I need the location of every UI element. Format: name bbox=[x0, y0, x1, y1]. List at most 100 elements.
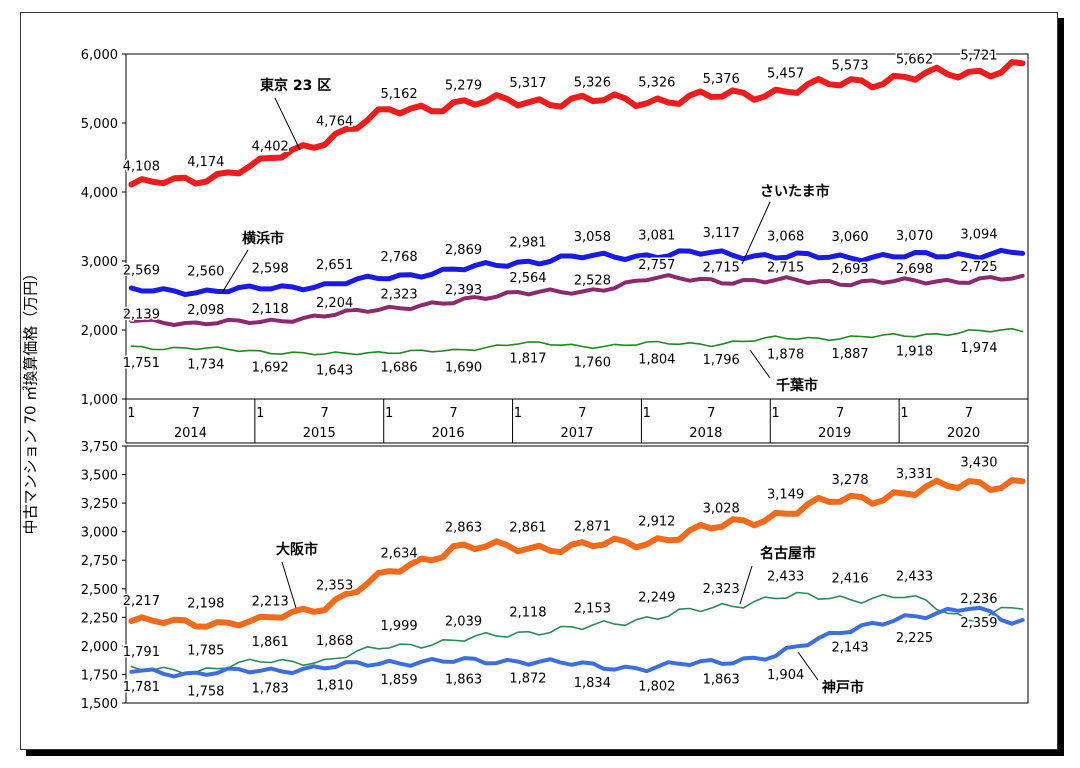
data-label: 5,721 bbox=[960, 48, 997, 63]
data-label: 2,693 bbox=[831, 262, 868, 277]
data-label: 2,217 bbox=[123, 594, 160, 609]
data-label: 2,869 bbox=[445, 243, 482, 258]
data-label: 3,149 bbox=[767, 488, 804, 503]
data-label: 3,070 bbox=[896, 229, 933, 244]
series-leader-line bbox=[739, 565, 753, 605]
data-label: 2,863 bbox=[445, 520, 482, 535]
plot-area-top bbox=[125, 53, 1029, 400]
data-label: 5,573 bbox=[831, 58, 868, 73]
data-label: 2,353 bbox=[316, 579, 353, 594]
data-label: 2,118 bbox=[252, 302, 289, 317]
data-label: 1,904 bbox=[767, 668, 804, 683]
data-label: 5,279 bbox=[445, 79, 482, 94]
data-label: 4,402 bbox=[252, 139, 289, 154]
data-label: 3,068 bbox=[767, 229, 804, 244]
data-label: 1,785 bbox=[187, 643, 224, 658]
data-label: 1,810 bbox=[316, 679, 353, 694]
series-name-label: 神戸市 bbox=[822, 679, 864, 696]
data-label: 1,796 bbox=[703, 353, 740, 368]
data-label: 1,887 bbox=[831, 347, 868, 362]
data-label: 1,863 bbox=[445, 673, 482, 688]
year-label: 2018 bbox=[689, 426, 722, 441]
data-label: 4,108 bbox=[123, 160, 160, 175]
month-tick-label: 1 bbox=[772, 406, 780, 421]
data-label: 1,802 bbox=[638, 680, 675, 695]
data-label: 1,643 bbox=[316, 364, 353, 379]
data-label: 3,060 bbox=[831, 230, 868, 245]
data-label: 2,198 bbox=[187, 596, 224, 611]
series-leader-line bbox=[281, 561, 297, 609]
year-label: 2016 bbox=[432, 426, 465, 441]
data-label: 1,868 bbox=[316, 634, 353, 649]
series-leader-line bbox=[274, 97, 301, 151]
data-label: 2,236 bbox=[960, 592, 997, 607]
data-label: 2,139 bbox=[123, 307, 160, 322]
series-top-2-line bbox=[129, 273, 1025, 327]
y-tick-label: 3,750 bbox=[81, 440, 118, 455]
data-label: 1,999 bbox=[380, 619, 417, 634]
y-tick-label: 5,000 bbox=[81, 117, 118, 132]
series-leader-line bbox=[741, 201, 771, 265]
y-tick-label: 1,000 bbox=[81, 393, 118, 408]
data-label: 2,981 bbox=[509, 235, 546, 250]
y-tick-label: 2,000 bbox=[81, 324, 118, 339]
data-label: 1,834 bbox=[574, 676, 611, 691]
y-tick-label: 1,750 bbox=[81, 668, 118, 683]
data-label: 2,725 bbox=[960, 260, 997, 275]
data-label: 5,376 bbox=[703, 72, 740, 87]
data-label: 3,117 bbox=[703, 226, 740, 241]
y-tick-label: 4,000 bbox=[81, 186, 118, 201]
data-label: 2,225 bbox=[896, 631, 933, 646]
y-tick-label: 2,000 bbox=[81, 640, 118, 655]
month-tick-label: 1 bbox=[643, 406, 651, 421]
year-label: 2017 bbox=[560, 426, 593, 441]
data-label: 1,863 bbox=[703, 673, 740, 688]
data-label: 1,751 bbox=[123, 356, 160, 371]
y-tick-label: 3,250 bbox=[81, 497, 118, 512]
data-label: 2,564 bbox=[509, 271, 546, 286]
data-label: 1,692 bbox=[252, 360, 289, 375]
data-label: 1,859 bbox=[380, 673, 417, 688]
month-tick-label: 1 bbox=[900, 406, 908, 421]
data-label: 2,323 bbox=[703, 582, 740, 597]
data-label: 2,715 bbox=[703, 261, 740, 276]
data-label: 2,871 bbox=[574, 519, 611, 534]
data-label: 3,081 bbox=[638, 228, 675, 243]
data-label: 5,662 bbox=[896, 52, 933, 67]
data-label: 5,326 bbox=[574, 76, 611, 91]
data-label: 1,758 bbox=[187, 685, 224, 700]
data-label: 2,598 bbox=[252, 262, 289, 277]
data-label: 2,528 bbox=[574, 274, 611, 289]
data-label: 2,433 bbox=[896, 569, 933, 584]
year-label: 2020 bbox=[947, 426, 980, 441]
data-label: 1,686 bbox=[380, 361, 417, 376]
data-label: 4,764 bbox=[316, 114, 353, 129]
data-label: 5,326 bbox=[638, 76, 675, 91]
data-label: 1,918 bbox=[896, 345, 933, 360]
data-label: 1,878 bbox=[767, 347, 804, 362]
month-tick-label: 7 bbox=[707, 406, 715, 421]
data-label: 2,912 bbox=[638, 515, 675, 530]
series-leader-line bbox=[749, 349, 771, 379]
month-tick-label: 7 bbox=[192, 406, 200, 421]
data-label: 2,249 bbox=[638, 590, 675, 605]
data-label: 3,094 bbox=[960, 228, 997, 243]
data-label: 2,861 bbox=[509, 521, 546, 536]
month-tick-label: 1 bbox=[514, 406, 522, 421]
data-label: 1,783 bbox=[252, 682, 289, 697]
y-tick-label: 2,250 bbox=[81, 611, 118, 626]
data-label: 2,416 bbox=[831, 571, 868, 586]
data-label: 2,634 bbox=[380, 546, 417, 561]
y-tick-label: 2,750 bbox=[81, 554, 118, 569]
data-label: 3,278 bbox=[831, 473, 868, 488]
y-tick-label: 1,500 bbox=[81, 697, 118, 712]
data-label: 3,028 bbox=[703, 501, 740, 516]
series-name-label: 横浜市 bbox=[242, 230, 284, 247]
month-tick-label: 1 bbox=[127, 406, 135, 421]
data-label: 2,098 bbox=[187, 303, 224, 318]
y-tick-label: 6,000 bbox=[81, 48, 118, 63]
year-label: 2014 bbox=[174, 426, 207, 441]
data-label: 3,331 bbox=[896, 467, 933, 482]
series-name-label: 大阪市 bbox=[276, 541, 318, 558]
series-bottom-1-line bbox=[130, 591, 1024, 675]
